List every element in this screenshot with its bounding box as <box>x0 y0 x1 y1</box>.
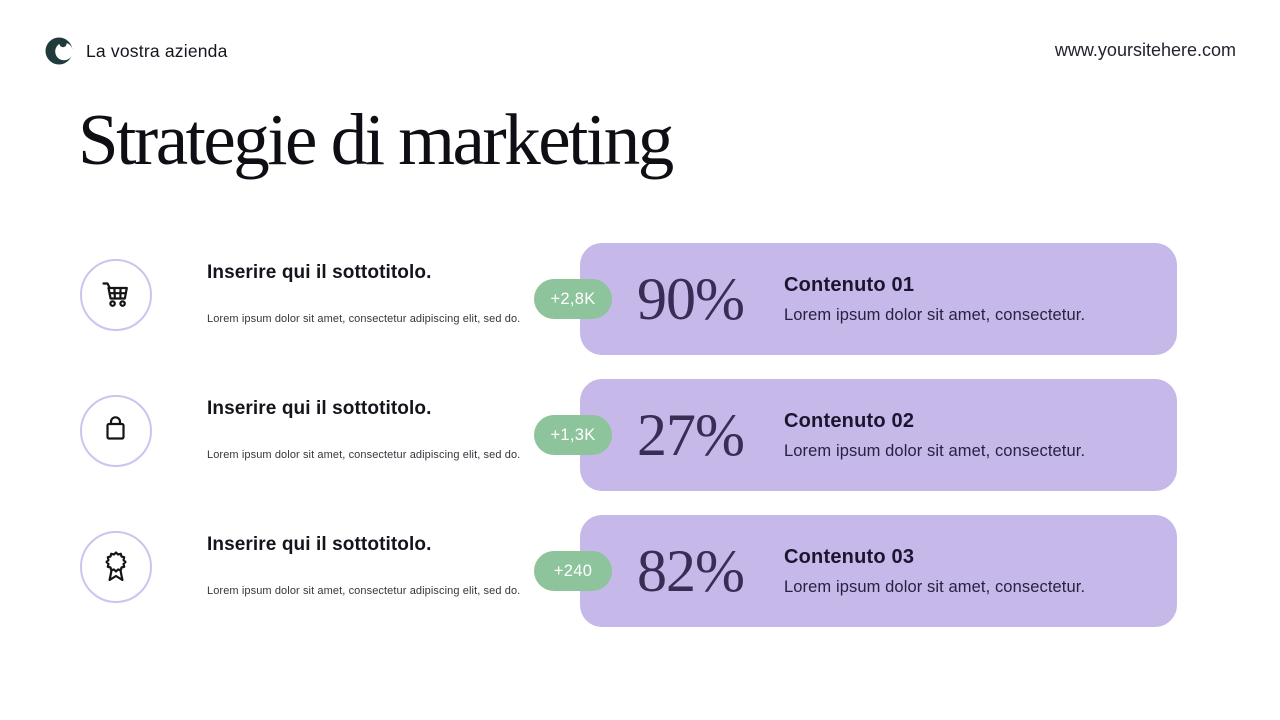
list-item: Inserire qui il sottotitolo. Lorem ipsum… <box>80 531 527 603</box>
icon-circle <box>80 395 152 467</box>
card-body: Lorem ipsum dolor sit amet, consectetur. <box>784 441 1086 460</box>
stat-percent: 27% <box>637 402 745 468</box>
card-body: Lorem ipsum dolor sit amet, consectetur. <box>784 305 1086 324</box>
page-title: Strategie di marketing <box>78 99 674 180</box>
item-body: Lorem ipsum dolor sit amet, consectetur … <box>207 313 521 325</box>
company-name: La vostra azienda <box>86 40 228 61</box>
stat-card: +240 82% Contenuto 03 Lorem ipsum dolor … <box>534 515 1177 627</box>
stat-percent: 82% <box>637 538 745 604</box>
stat-badge: +1,3K <box>534 415 612 455</box>
website-url: www.yoursitehere.com <box>1054 40 1236 60</box>
item-text-block: Inserire qui il sottotitolo. Lorem ipsum… <box>207 395 527 461</box>
item-body: Lorem ipsum dolor sit amet, consectetur … <box>207 449 521 461</box>
item-heading: Inserire qui il sottotitolo. <box>207 262 432 283</box>
stat-card: +2,8K 90% Contenuto 01 Lorem ipsum dolor… <box>534 243 1177 355</box>
item-text-block: Inserire qui il sottotitolo. Lorem ipsum… <box>207 531 527 597</box>
award-ribbon-icon <box>105 551 127 582</box>
icon-circle <box>80 531 152 603</box>
list-item: Inserire qui il sottotitolo. Lorem ipsum… <box>80 395 527 467</box>
shopping-cart-icon <box>102 282 128 307</box>
stat-percent: 90% <box>637 266 745 332</box>
item-heading: Inserire qui il sottotitolo. <box>207 398 432 419</box>
header-brand: La vostra azienda <box>44 36 228 66</box>
shopping-bag-icon <box>106 416 125 440</box>
item-body: Lorem ipsum dolor sit amet, consectetur … <box>207 585 521 597</box>
icon-circle <box>80 259 152 331</box>
card-heading: Contenuto 01 <box>784 273 915 296</box>
item-text-block: Inserire qui il sottotitolo. Lorem ipsum… <box>207 259 527 325</box>
list-item: Inserire qui il sottotitolo. Lorem ipsum… <box>80 259 527 331</box>
stat-card: +1,3K 27% Contenuto 02 Lorem ipsum dolor… <box>534 379 1177 491</box>
stat-badge: +2,8K <box>534 279 612 319</box>
card-heading: Contenuto 02 <box>784 409 915 432</box>
card-text-block: Contenuto 02 Lorem ipsum dolor sit amet,… <box>784 410 1085 461</box>
card-heading: Contenuto 03 <box>784 545 915 568</box>
stat-badge: +240 <box>534 551 612 591</box>
card-text-block: Contenuto 03 Lorem ipsum dolor sit amet,… <box>784 546 1085 597</box>
item-heading: Inserire qui il sottotitolo. <box>207 534 432 555</box>
card-body: Lorem ipsum dolor sit amet, consectetur. <box>784 577 1086 596</box>
company-logo-c-mark <box>45 37 73 65</box>
card-text-block: Contenuto 01 Lorem ipsum dolor sit amet,… <box>784 274 1085 325</box>
